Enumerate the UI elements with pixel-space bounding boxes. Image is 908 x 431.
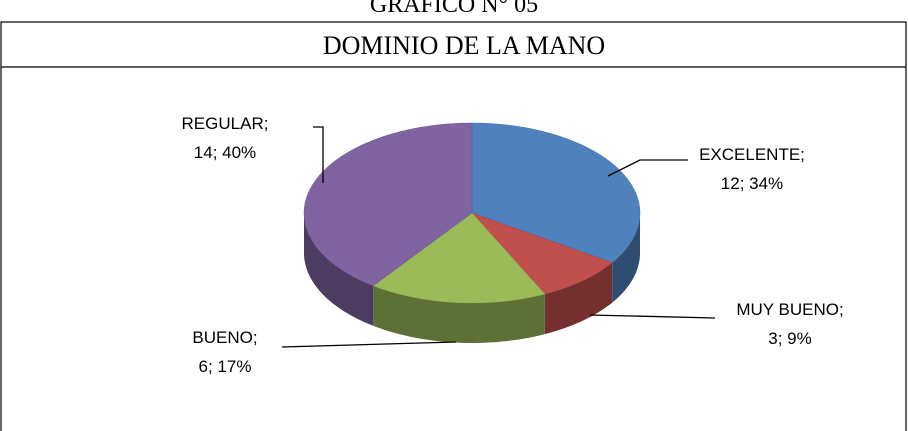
leader-line [313, 126, 324, 183]
slice-side [544, 262, 613, 335]
data-label: EXCELENTE; 12; 34% [699, 145, 805, 193]
leader-line [281, 341, 457, 348]
data-label: REGULAR; 14; 40% [182, 114, 269, 162]
slice-side [612, 213, 640, 303]
pie [303, 122, 641, 343]
data-label: MUY BUENO; 3; 9% [736, 300, 843, 348]
leader-line [589, 314, 716, 319]
heading: GRAFICO N° 05 [370, 0, 538, 18]
slice [372, 212, 546, 304]
slice-side [304, 213, 374, 326]
leader-line [607, 159, 688, 177]
slice [303, 122, 473, 287]
slice [471, 212, 613, 295]
frame [0, 21, 907, 431]
chart-title: DOMINIO DE LA MANO [323, 31, 605, 60]
slice-side [373, 285, 545, 343]
leader-lines [281, 126, 716, 348]
data-label: BUENO; 6; 17% [192, 328, 257, 376]
